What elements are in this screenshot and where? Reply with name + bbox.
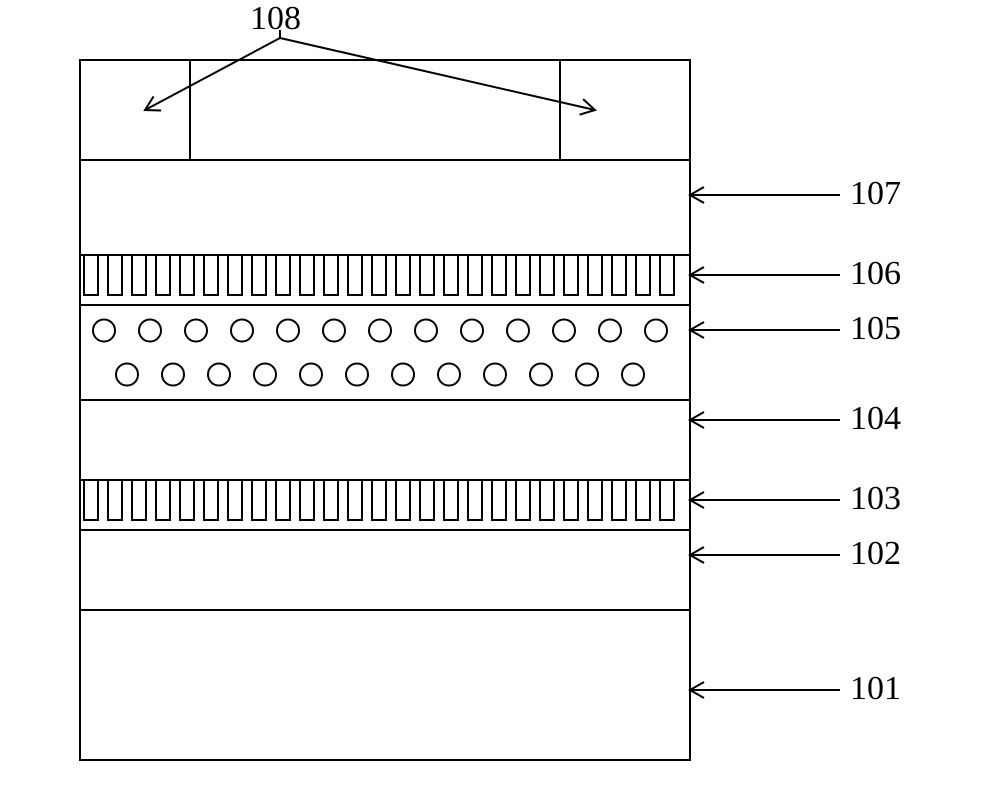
- label-107: 107: [850, 175, 901, 213]
- label-102: 102: [850, 535, 901, 573]
- label-104: 104: [850, 400, 901, 438]
- label-101: 101: [850, 670, 901, 708]
- diagram-canvas: { "canvas": { "width": 1000, "height": 7…: [0, 0, 1000, 790]
- label-106: 106: [850, 255, 901, 293]
- label-105: 105: [850, 310, 901, 348]
- label-108: 108: [250, 0, 301, 38]
- label-103: 103: [850, 480, 901, 518]
